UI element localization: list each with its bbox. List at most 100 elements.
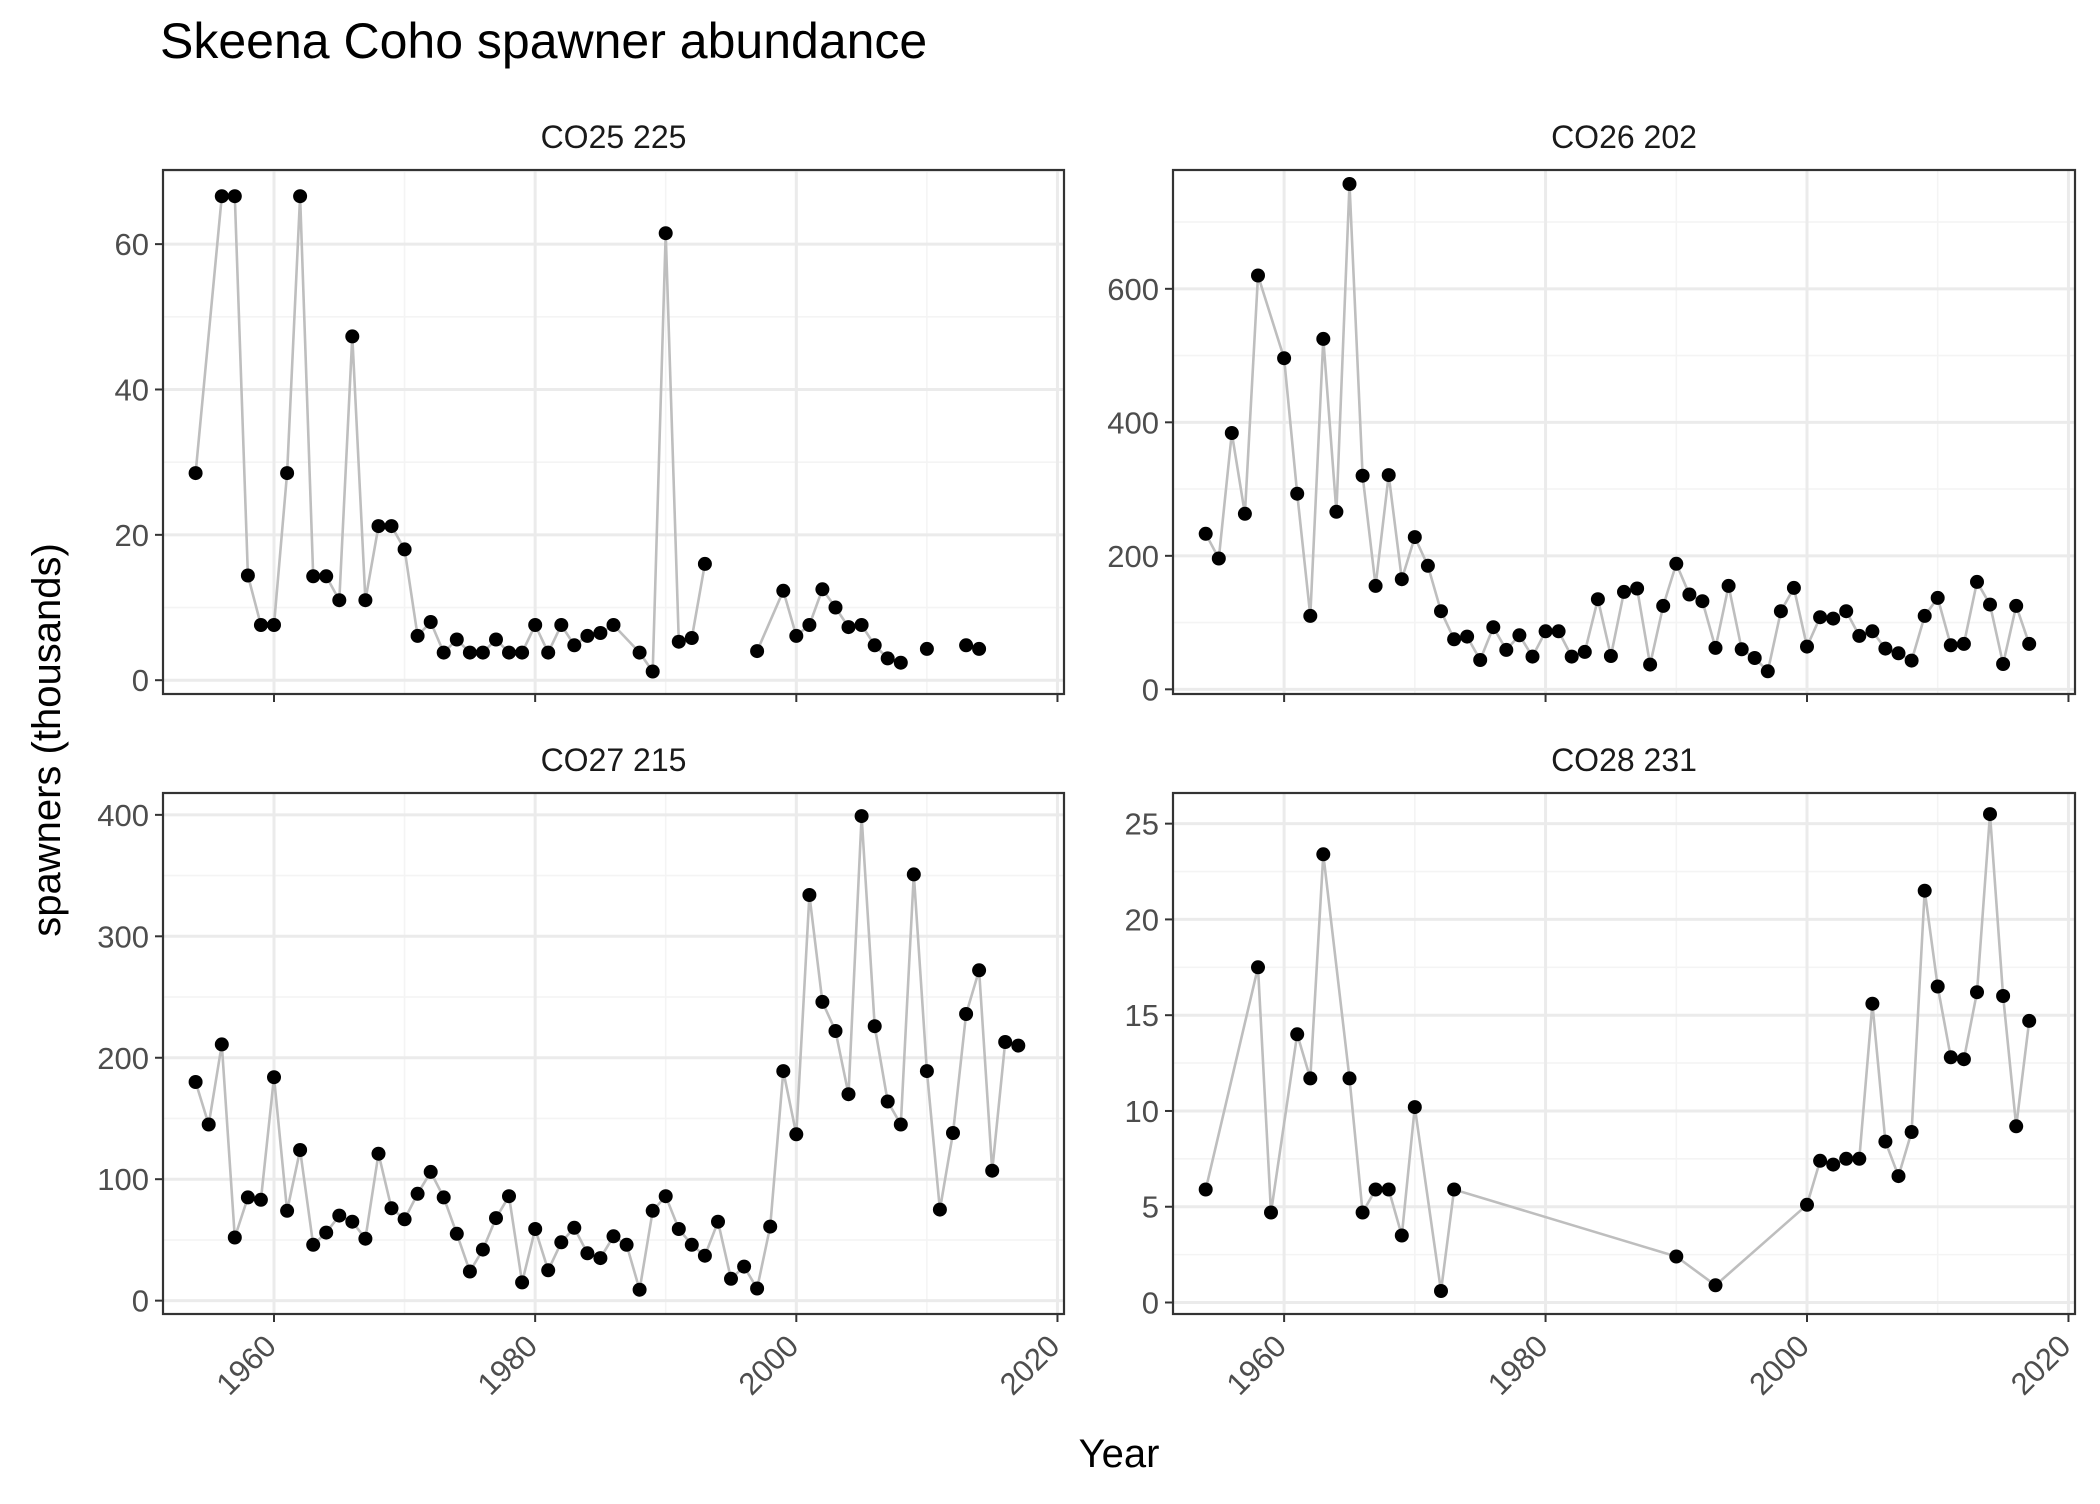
- data-point: [998, 1035, 1013, 1049]
- data-point: [1878, 1134, 1893, 1149]
- data-point: [2022, 1013, 2037, 1028]
- data-point: [1996, 989, 2011, 1003]
- data-point: [946, 1126, 960, 1140]
- data-point: [1303, 1071, 1318, 1086]
- data-point: [841, 620, 856, 635]
- panel-2: CO26 202 0 200 400 600: [1107, 119, 2077, 707]
- data-point: [1643, 657, 1658, 672]
- data-point: [1839, 1151, 1854, 1166]
- data-point: [1970, 574, 1984, 589]
- data-point: [554, 618, 569, 632]
- series-line: [194, 816, 1019, 1293]
- data-point: [645, 1203, 660, 1218]
- series: [1198, 807, 2037, 1298]
- data-point: [214, 1037, 229, 1052]
- data-point: [1316, 331, 1331, 346]
- data-point: [1983, 597, 1997, 612]
- data-point: [410, 1186, 425, 1201]
- data-point: [280, 1203, 295, 1218]
- data-point: [541, 1263, 556, 1278]
- y-tick-label: 200: [1107, 539, 1159, 574]
- data-point: [188, 1075, 203, 1089]
- data-point: [972, 641, 987, 656]
- data-point: [436, 1190, 451, 1205]
- data-point: [1394, 1228, 1409, 1243]
- data-point: [1956, 636, 1971, 651]
- y-tick-label: 400: [1107, 405, 1159, 440]
- panel-1: CO25 225 0 20 40 60: [115, 119, 1066, 702]
- data-point: [502, 645, 516, 660]
- y-tick-label: 200: [97, 1041, 149, 1076]
- data-point: [253, 618, 268, 632]
- data-point: [658, 1189, 673, 1204]
- data-point: [1447, 1182, 1462, 1197]
- data-point: [1590, 592, 1605, 607]
- data-point: [528, 1222, 543, 1236]
- data-point: [1224, 426, 1239, 440]
- data-point: [632, 1282, 647, 1297]
- data-point: [1682, 587, 1697, 602]
- data-point: [1499, 642, 1514, 657]
- data-point: [1355, 468, 1370, 483]
- data-point: [423, 1164, 438, 1179]
- data-point: [1773, 604, 1788, 619]
- data-point: [462, 1264, 477, 1279]
- data-point: [1551, 624, 1566, 639]
- data-point: [227, 1230, 242, 1245]
- data-point: [1486, 620, 1501, 635]
- panel-border: [161, 791, 1066, 1316]
- data-point: [489, 1211, 503, 1226]
- data-point: [436, 645, 451, 660]
- data-point: [854, 618, 869, 632]
- data-point: [1852, 628, 1867, 643]
- data-point: [1917, 883, 1932, 898]
- data-point: [410, 628, 425, 643]
- data-point: [658, 226, 673, 241]
- data-point: [253, 1192, 268, 1207]
- data-point: [397, 542, 412, 557]
- data-point: [1342, 177, 1357, 191]
- y-tick-label: 40: [115, 372, 149, 407]
- data-point: [1656, 598, 1671, 613]
- data-point: [201, 1117, 216, 1132]
- panel-border: [1171, 168, 2077, 696]
- series: [1198, 177, 2037, 679]
- data-point: [697, 556, 712, 571]
- data-point: [567, 638, 582, 653]
- chart-title: Skeena Coho spawner abundance: [160, 13, 927, 69]
- data-point: [697, 1248, 712, 1263]
- data-point: [358, 593, 373, 608]
- data-point: [671, 634, 686, 649]
- data-point: [1669, 556, 1684, 571]
- data-point: [1904, 653, 1919, 668]
- data-point: [1342, 1071, 1357, 1086]
- data-point: [1956, 1052, 1971, 1067]
- data-point: [645, 664, 660, 679]
- data-point: [1290, 1027, 1305, 1042]
- data-point: [932, 1202, 947, 1217]
- data-point: [919, 641, 934, 656]
- data-point: [1865, 996, 1880, 1011]
- data-point: [267, 1070, 281, 1085]
- data-point: [684, 631, 699, 645]
- data-point: [358, 1231, 373, 1246]
- data-point: [1878, 641, 1893, 656]
- data-point: [906, 867, 921, 882]
- data-point: [2022, 636, 2037, 651]
- y-tick-label: 25: [1125, 807, 1159, 842]
- data-point: [1420, 558, 1435, 573]
- data-point: [1813, 610, 1828, 625]
- x-axis-title: Year: [1079, 1432, 1160, 1476]
- data-point: [1303, 608, 1318, 623]
- data-point: [306, 1237, 321, 1252]
- series: [188, 189, 987, 679]
- data-point: [776, 583, 791, 598]
- data-point: [619, 1237, 634, 1252]
- data-point: [1434, 604, 1448, 619]
- data-point: [1930, 979, 1945, 994]
- data-point: [1800, 639, 1814, 654]
- data-point: [188, 466, 203, 481]
- data-point: [815, 994, 830, 1009]
- data-point: [319, 1225, 334, 1240]
